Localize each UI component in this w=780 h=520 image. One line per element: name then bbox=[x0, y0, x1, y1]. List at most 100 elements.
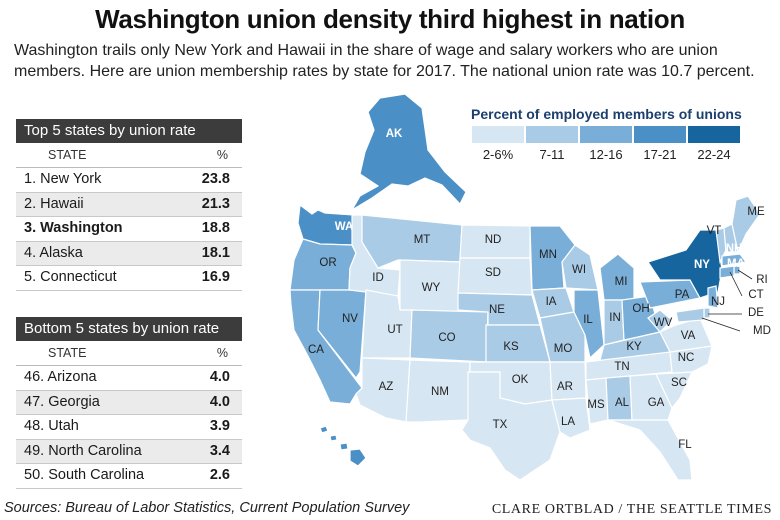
state-label-ny: NY bbox=[694, 259, 710, 271]
table-row: 4. Alaska 18.1 bbox=[16, 241, 242, 266]
state-label-ut: UT bbox=[387, 324, 402, 336]
state-ct bbox=[719, 265, 735, 279]
legend-label-5: 22-24 bbox=[697, 147, 731, 162]
state-label-in: IN bbox=[609, 312, 621, 324]
state-label-pa: PA bbox=[675, 289, 690, 301]
state-me bbox=[731, 195, 761, 254]
row-rank: 48. Utah bbox=[24, 418, 79, 434]
row-value: 23.8 bbox=[201, 171, 230, 187]
state-label-wi: WI bbox=[572, 264, 586, 276]
top-col-state: STATE bbox=[48, 148, 87, 162]
legend-label-3: 12-16 bbox=[589, 147, 623, 162]
legend-label-1: 2-6% bbox=[482, 147, 514, 162]
state-label-ca: CA bbox=[308, 344, 324, 356]
state-label-co: CO bbox=[438, 332, 455, 344]
state-label-az: AZ bbox=[379, 381, 394, 393]
legend-swatch-3 bbox=[580, 126, 632, 143]
callout-line-md bbox=[701, 317, 741, 332]
state-label-me: ME bbox=[747, 206, 765, 218]
legend-swatch-1 bbox=[472, 126, 524, 143]
state-label-mn: MN bbox=[539, 249, 557, 261]
state-wv bbox=[647, 309, 673, 333]
state-label-mt: MT bbox=[414, 234, 431, 246]
state-label-ak: AK bbox=[386, 128, 403, 140]
table-row: 48. Utah 3.9 bbox=[16, 415, 242, 440]
state-de bbox=[703, 307, 711, 319]
state-label-va: VA bbox=[681, 330, 696, 342]
state-label-ar: AR bbox=[557, 381, 573, 393]
state-label-ky: KY bbox=[626, 341, 642, 353]
state-label-vt: VT bbox=[707, 225, 722, 237]
bottom-states-table: Bottom 5 states by union rate STATE % 46… bbox=[16, 317, 242, 489]
row-value: 3.4 bbox=[209, 442, 230, 459]
state-label-wa: WA bbox=[335, 221, 354, 233]
state-label-ks: KS bbox=[503, 341, 519, 353]
state-label-tn: TN bbox=[614, 361, 629, 373]
state-label-or: OR bbox=[319, 257, 336, 269]
top-col-pct: % bbox=[216, 148, 228, 162]
state-label-al: AL bbox=[615, 397, 630, 409]
table-row-highlight: 3. Washington 18.8 bbox=[16, 217, 242, 242]
state-il bbox=[573, 289, 605, 360]
table-row: 50. South Carolina 2.6 bbox=[16, 464, 242, 489]
state-label-mi: MI bbox=[615, 276, 628, 288]
legend-swatch-4 bbox=[634, 126, 686, 143]
state-nj bbox=[707, 285, 719, 309]
bottom-table-columns: STATE % bbox=[16, 341, 242, 366]
row-value: 16.9 bbox=[201, 269, 230, 285]
state-label-nd: ND bbox=[485, 234, 502, 246]
state-mo bbox=[539, 311, 586, 363]
row-rank: 5. Connecticut bbox=[24, 269, 117, 285]
row-value: 21.3 bbox=[201, 195, 230, 212]
state-label-hi: HI bbox=[326, 455, 338, 467]
row-value: 18.8 bbox=[201, 220, 230, 236]
state-hi bbox=[319, 425, 367, 467]
callout-line-ct bbox=[729, 271, 743, 297]
legend-label-2: 7-11 bbox=[539, 147, 565, 162]
state-label-sd: SD bbox=[485, 267, 501, 279]
state-label-oh: OH bbox=[632, 303, 649, 315]
row-value: 4.0 bbox=[209, 369, 230, 385]
state-label-nm: NM bbox=[431, 386, 449, 398]
state-label-ga: GA bbox=[648, 397, 665, 409]
state-label-sc: SC bbox=[671, 377, 687, 389]
state-ny bbox=[647, 229, 723, 299]
table-row: 1. New York 23.8 bbox=[16, 168, 242, 193]
legend-title: Percent of employed members of unions bbox=[471, 106, 742, 122]
table-row: 2. Hawaii 21.3 bbox=[16, 192, 242, 217]
page-title: Washington union density third highest i… bbox=[95, 4, 685, 34]
state-la bbox=[551, 397, 591, 439]
top-table-columns: STATE % bbox=[16, 143, 242, 168]
row-rank: 2. Hawaii bbox=[24, 195, 84, 212]
row-value: 18.1 bbox=[201, 244, 230, 261]
table-row: 5. Connecticut 16.9 bbox=[16, 266, 242, 291]
state-nm bbox=[405, 359, 471, 423]
state-ma bbox=[721, 253, 748, 267]
row-value: 2.6 bbox=[209, 467, 230, 483]
top-table-heading: Top 5 states by union rate bbox=[16, 119, 242, 143]
bottom-col-pct: % bbox=[216, 346, 228, 360]
legend-swatch-2 bbox=[526, 126, 578, 143]
state-ak bbox=[350, 93, 467, 212]
state-ga bbox=[629, 373, 673, 421]
callout-line-nj bbox=[713, 299, 717, 303]
state-tx bbox=[461, 371, 561, 481]
legend-swatch-5 bbox=[688, 126, 740, 143]
row-rank: 4. Alaska bbox=[24, 244, 83, 261]
state-label-ne: NE bbox=[489, 304, 505, 316]
state-label-wy: WY bbox=[422, 282, 441, 294]
table-row: 47. Georgia 4.0 bbox=[16, 390, 242, 415]
state-wi bbox=[561, 244, 599, 291]
top-states-table: Top 5 states by union rate STATE % 1. Ne… bbox=[16, 119, 242, 291]
table-row: 46. Arizona 4.0 bbox=[16, 366, 242, 391]
state-label-nc: NC bbox=[678, 352, 695, 364]
source-note: Sources: Bureau of Labor Statistics, Cur… bbox=[4, 500, 410, 516]
credit-line: CLARE ORTBLAD / THE SEATTLE TIMES bbox=[491, 502, 772, 517]
state-label-fl: FL bbox=[678, 439, 692, 451]
state-label-ma: MA bbox=[727, 258, 745, 270]
callout-line-ri bbox=[737, 269, 753, 280]
row-rank: 50. South Carolina bbox=[24, 467, 145, 483]
row-rank: 3. Washington bbox=[24, 220, 123, 236]
state-label-la: LA bbox=[561, 416, 575, 428]
state-label-nj: NJ bbox=[711, 296, 725, 308]
